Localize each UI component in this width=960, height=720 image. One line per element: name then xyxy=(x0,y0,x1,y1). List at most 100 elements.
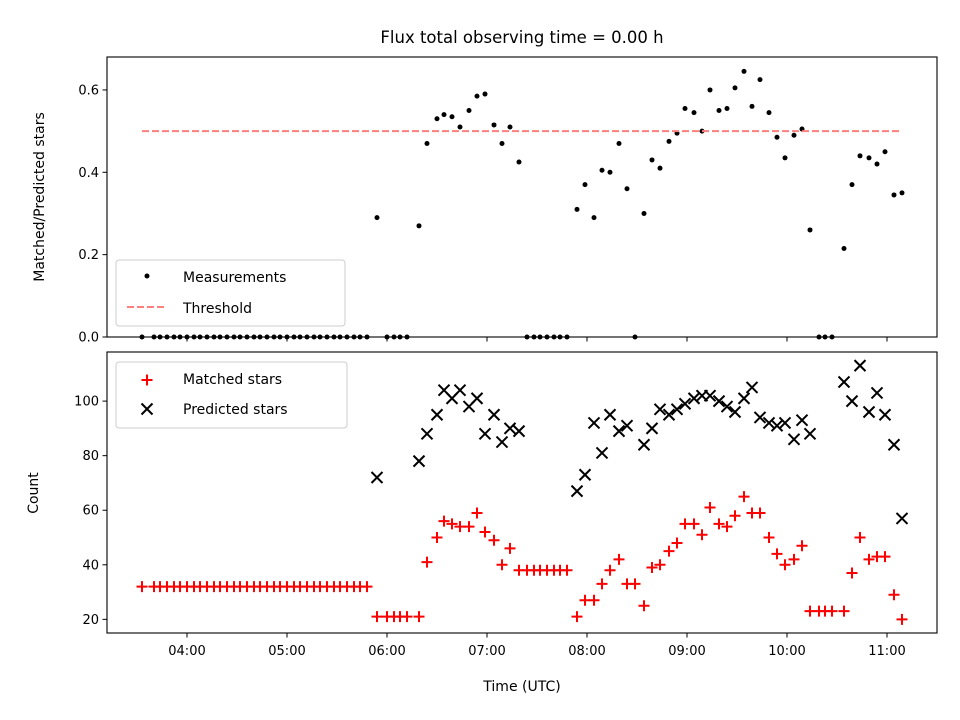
top-y-axis-label: Matched/Predicted stars xyxy=(32,112,48,282)
predicted-stars-point xyxy=(620,419,634,432)
measurements-point xyxy=(774,134,780,140)
predicted-stars-point xyxy=(478,427,492,441)
measurements-point xyxy=(607,169,613,175)
predicted-stars-point xyxy=(870,386,884,400)
measurements-point xyxy=(641,210,647,216)
measurements-point xyxy=(849,182,855,188)
matched-stars-point xyxy=(604,564,616,576)
matched-stars-point xyxy=(571,611,583,623)
matched-stars-point xyxy=(588,594,600,606)
matched-stars-point xyxy=(401,611,413,623)
predicted-stars-point xyxy=(712,394,726,408)
x-tick-label: 06:00 xyxy=(368,644,405,659)
x-tick-label: 09:00 xyxy=(668,644,705,659)
predicted-stars-point xyxy=(703,389,717,402)
y-tick-label: 100 xyxy=(74,395,99,410)
measurements-point xyxy=(891,192,897,198)
matched-stars-point xyxy=(421,556,433,568)
predicted-stars-point xyxy=(470,392,484,405)
predicted-stars-point xyxy=(787,433,801,446)
top-x-ticks xyxy=(186,337,888,342)
legend-predicted-marker xyxy=(140,402,154,416)
matched-stars-point xyxy=(796,540,808,552)
y-tick-label: 20 xyxy=(82,613,99,628)
measurements-point xyxy=(507,124,513,130)
matched-stars-point xyxy=(754,507,766,519)
predicted-stars-point xyxy=(603,408,617,421)
predicted-stars-point xyxy=(887,438,901,451)
matched-stars-point xyxy=(738,491,750,503)
predicted-stars-point xyxy=(487,408,501,421)
matched-stars-point xyxy=(638,600,650,612)
y-tick-label: 80 xyxy=(82,449,99,464)
predicted-stars-point xyxy=(895,512,909,525)
legend-threshold-label: Threshold xyxy=(182,301,252,317)
measurements-point xyxy=(732,85,738,91)
x-axis-label: Time (UTC) xyxy=(482,679,560,695)
measurements-point xyxy=(482,91,488,97)
matched-stars-point xyxy=(431,532,443,544)
matched-stars-point xyxy=(613,553,625,565)
measurements-point xyxy=(841,245,847,251)
bottom-panel-marks xyxy=(136,359,909,625)
matched-stars-point xyxy=(596,578,608,590)
matched-stars-point xyxy=(879,551,891,563)
matched-stars-point xyxy=(704,502,716,514)
measurements-point xyxy=(691,110,697,116)
measurements-point xyxy=(599,167,605,173)
measurements-point xyxy=(516,159,522,165)
measurements-point xyxy=(791,132,797,138)
matched-stars-point xyxy=(438,515,450,527)
measurements-point xyxy=(766,110,772,116)
top-legend: Measurements Threshold xyxy=(115,259,346,327)
measurements-point xyxy=(624,186,630,192)
predicted-stars-point xyxy=(803,427,817,441)
predicted-stars-point xyxy=(687,392,701,405)
predicted-stars-point xyxy=(745,381,759,394)
top-panel-marks xyxy=(139,68,905,340)
matched-stars-point xyxy=(763,532,775,544)
predicted-stars-point xyxy=(770,419,784,432)
y-tick-label: 0.0 xyxy=(78,331,99,346)
predicted-stars-point xyxy=(430,408,444,421)
measurements-point xyxy=(374,215,380,221)
predicted-stars-point xyxy=(570,484,584,498)
measurements-point xyxy=(491,122,497,128)
top-legend-box xyxy=(115,259,346,327)
y-tick-label: 0.6 xyxy=(78,83,99,98)
x-tick-label: 05:00 xyxy=(268,644,305,659)
top-axes-frame xyxy=(106,56,938,338)
matched-stars-point xyxy=(671,537,683,549)
matched-stars-point xyxy=(463,521,475,533)
measurements-point xyxy=(866,155,872,161)
matched-stars-point xyxy=(446,518,458,530)
matched-stars-point xyxy=(361,581,373,593)
measurements-point xyxy=(874,161,880,167)
predicted-stars-point xyxy=(645,422,659,435)
legend-predicted-label: Predicted stars xyxy=(183,402,288,418)
matched-stars-point xyxy=(888,589,900,601)
measurements-point xyxy=(591,215,597,221)
matched-stars-point xyxy=(838,605,850,617)
bottom-axes-frame xyxy=(106,351,938,634)
measurements-point xyxy=(757,77,763,83)
measurements-point xyxy=(882,149,888,155)
predicted-stars-point xyxy=(503,422,517,435)
matched-stars-point xyxy=(413,611,425,623)
predicted-stars-point xyxy=(612,424,626,438)
measurements-point xyxy=(666,138,672,144)
matched-stars-point xyxy=(863,553,875,565)
chart-title: Flux total observing time = 0.00 h xyxy=(380,28,663,47)
legend-matched-marker xyxy=(141,374,153,386)
bottom-legend: Matched stars Predicted stars xyxy=(115,361,348,429)
predicted-stars-point xyxy=(862,405,876,419)
predicted-stars-point xyxy=(370,471,384,484)
predicted-stars-point xyxy=(853,359,867,372)
matched-stars-point xyxy=(471,507,483,519)
top-y-ticks: 0.0 0.2 0.4 0.6 xyxy=(78,83,107,346)
legend-measurements-label: Measurements xyxy=(183,270,286,286)
matched-stars-point xyxy=(713,518,725,530)
predicted-stars-point xyxy=(778,416,792,430)
